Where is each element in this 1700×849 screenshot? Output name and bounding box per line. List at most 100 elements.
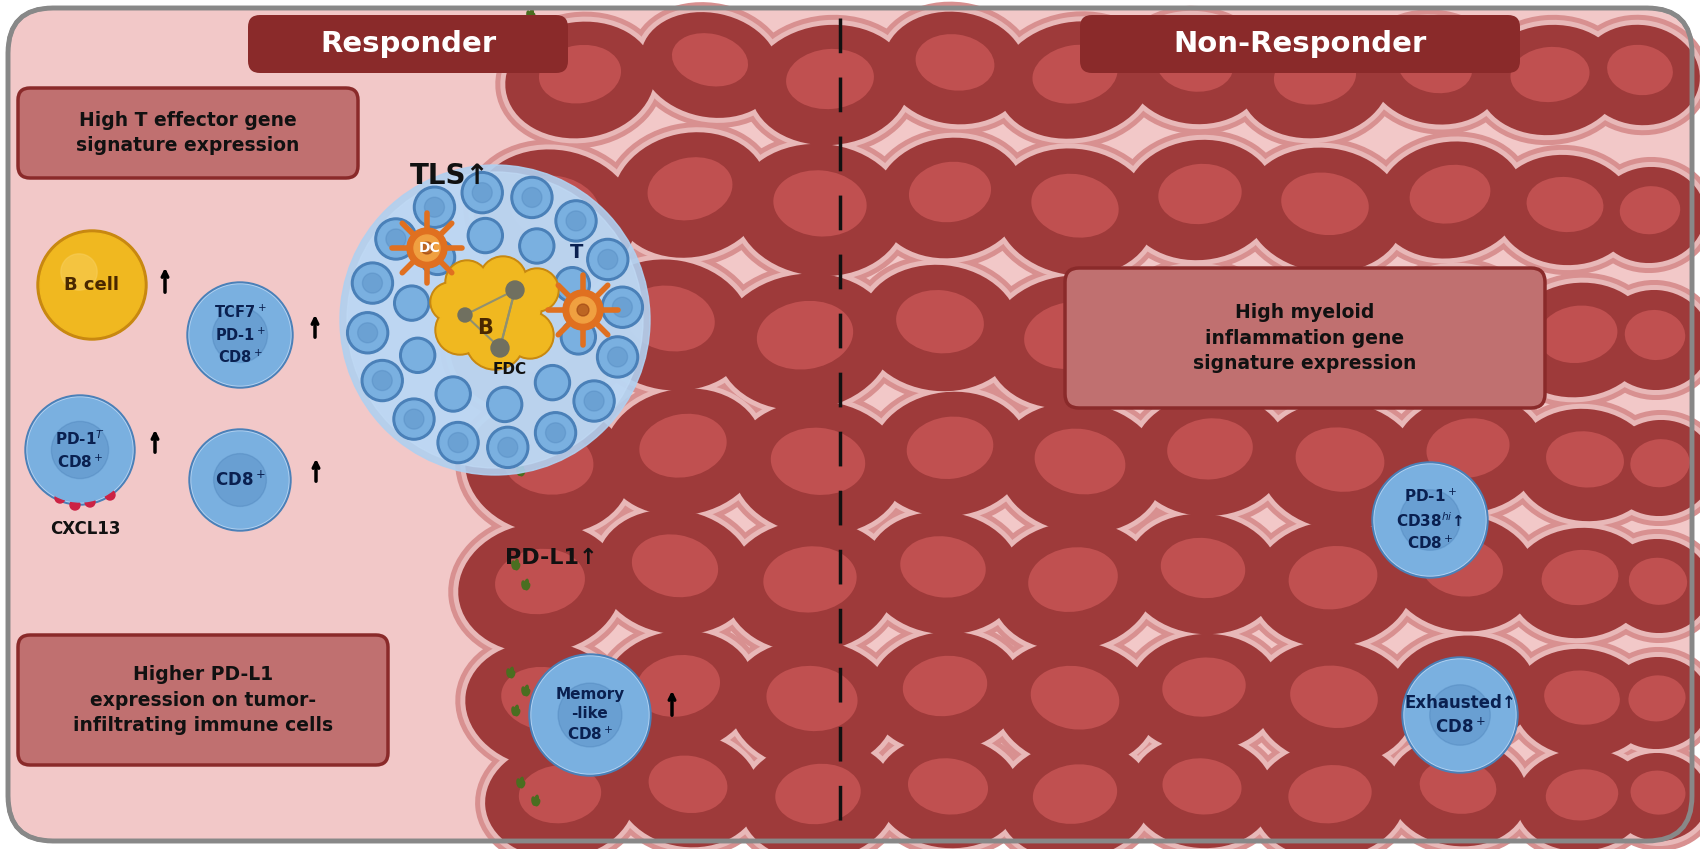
Circle shape (1402, 657, 1518, 773)
Circle shape (1404, 660, 1515, 770)
Ellipse shape (1250, 737, 1411, 849)
Circle shape (360, 359, 403, 402)
Ellipse shape (1387, 514, 1537, 632)
Text: TLS↑: TLS↑ (410, 162, 490, 190)
Text: Memory
-like
CD8$^+$: Memory -like CD8$^+$ (556, 687, 624, 743)
Circle shape (558, 203, 593, 239)
Ellipse shape (445, 272, 626, 419)
Circle shape (1404, 659, 1516, 771)
Ellipse shape (1630, 439, 1690, 487)
Circle shape (100, 477, 110, 487)
Circle shape (85, 497, 95, 507)
Ellipse shape (1603, 748, 1700, 846)
Circle shape (486, 281, 541, 335)
Ellipse shape (592, 621, 765, 763)
Ellipse shape (750, 25, 910, 145)
Ellipse shape (1384, 733, 1533, 849)
Circle shape (570, 297, 597, 323)
Ellipse shape (1418, 292, 1501, 352)
Ellipse shape (510, 671, 515, 678)
Circle shape (347, 172, 643, 468)
Circle shape (554, 200, 597, 242)
Ellipse shape (1115, 6, 1275, 134)
Ellipse shape (1127, 389, 1294, 521)
Ellipse shape (993, 16, 1158, 143)
Text: DC: DC (420, 241, 440, 255)
Ellipse shape (733, 401, 904, 535)
Ellipse shape (1289, 765, 1372, 824)
Ellipse shape (1595, 529, 1700, 643)
Ellipse shape (518, 464, 524, 475)
Circle shape (498, 437, 518, 458)
Circle shape (537, 368, 568, 397)
Ellipse shape (986, 275, 1154, 408)
Ellipse shape (503, 25, 508, 36)
Ellipse shape (1374, 258, 1545, 398)
Ellipse shape (513, 705, 518, 716)
Circle shape (612, 297, 632, 318)
Ellipse shape (450, 277, 620, 413)
Ellipse shape (522, 686, 527, 696)
Circle shape (357, 323, 377, 343)
Ellipse shape (988, 731, 1161, 849)
Ellipse shape (1590, 162, 1700, 268)
Ellipse shape (740, 14, 920, 155)
Circle shape (546, 423, 566, 443)
Ellipse shape (551, 26, 556, 36)
Circle shape (190, 285, 291, 385)
Ellipse shape (1255, 396, 1426, 535)
Ellipse shape (631, 2, 789, 128)
Ellipse shape (1246, 148, 1404, 273)
Ellipse shape (1608, 753, 1700, 841)
Circle shape (376, 218, 416, 260)
Ellipse shape (991, 521, 1154, 650)
Text: FDC: FDC (493, 362, 527, 377)
Circle shape (597, 336, 639, 378)
Ellipse shape (724, 635, 899, 775)
Ellipse shape (517, 466, 522, 476)
Ellipse shape (588, 260, 751, 391)
Ellipse shape (726, 134, 915, 286)
Ellipse shape (641, 12, 779, 118)
Circle shape (554, 267, 590, 303)
Circle shape (507, 311, 554, 359)
Ellipse shape (510, 448, 515, 457)
Circle shape (435, 305, 484, 355)
Circle shape (435, 376, 471, 412)
Ellipse shape (1132, 394, 1289, 516)
Ellipse shape (598, 384, 767, 520)
Text: T: T (570, 243, 583, 261)
Ellipse shape (456, 391, 641, 544)
Ellipse shape (1474, 20, 1627, 140)
Ellipse shape (1379, 626, 1545, 761)
Ellipse shape (1606, 420, 1700, 516)
Circle shape (423, 242, 452, 273)
Ellipse shape (449, 513, 632, 663)
Ellipse shape (1600, 290, 1700, 390)
Ellipse shape (1244, 631, 1425, 775)
Circle shape (585, 391, 604, 411)
Circle shape (466, 310, 525, 370)
Ellipse shape (1231, 15, 1399, 149)
Circle shape (447, 272, 507, 332)
Ellipse shape (1510, 528, 1651, 638)
Ellipse shape (510, 176, 600, 241)
Circle shape (605, 290, 641, 325)
Ellipse shape (1244, 732, 1416, 849)
Ellipse shape (636, 7, 784, 123)
Circle shape (70, 500, 80, 510)
Ellipse shape (986, 138, 1164, 285)
Circle shape (512, 177, 552, 218)
Ellipse shape (1120, 11, 1270, 129)
Ellipse shape (1595, 285, 1700, 395)
Circle shape (437, 307, 483, 353)
Ellipse shape (464, 139, 646, 290)
Circle shape (576, 304, 588, 316)
Ellipse shape (1125, 731, 1278, 849)
Ellipse shape (1508, 644, 1656, 762)
Ellipse shape (466, 402, 631, 534)
Ellipse shape (876, 138, 1025, 258)
Circle shape (457, 308, 473, 322)
Ellipse shape (1544, 671, 1620, 725)
Ellipse shape (1243, 511, 1425, 657)
